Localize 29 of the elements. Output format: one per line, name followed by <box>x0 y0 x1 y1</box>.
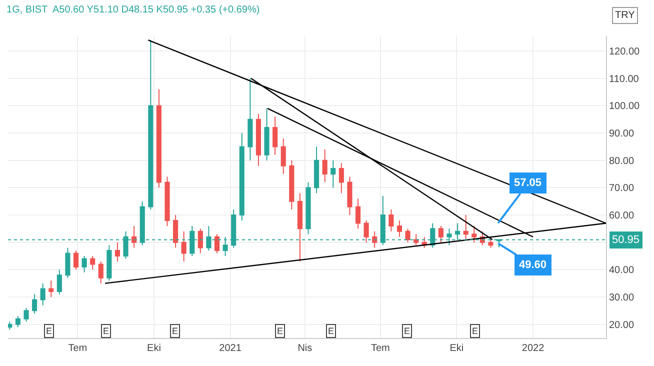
x-tick-label: Eki <box>147 343 161 354</box>
annotation: E <box>46 326 52 336</box>
x-tick-label: Tem <box>370 343 390 354</box>
annotation: 57.05 <box>514 177 542 189</box>
annotation: E <box>172 326 178 336</box>
x-tick-label: Eki <box>450 343 464 354</box>
annotation: 49.60 <box>519 259 547 271</box>
y-tick-label: 110.00 <box>609 74 640 85</box>
annotation: E <box>472 326 478 336</box>
chart-title: 1G, BIST A50.60 Y51.10 D48.15 K50.95 +0.35 (+0.69%) <box>6 4 260 16</box>
annotation: E <box>277 326 284 336</box>
y-tick-label: 60.00 <box>609 210 634 222</box>
y-tick-label: 30.00 <box>609 292 634 304</box>
y-tick-label: 20.00 <box>609 320 634 331</box>
x-tick-label: Nis <box>298 343 312 354</box>
y-tick-label: 40.00 <box>609 265 634 276</box>
text: TRY <box>615 10 636 21</box>
y-tick-label: 80.00 <box>609 156 634 167</box>
x-tick-label: 2021 <box>219 343 242 354</box>
annotation: E <box>103 326 110 336</box>
x-tick-label: Tem <box>68 343 88 354</box>
y-tick-label: 120.00 <box>609 46 640 58</box>
y-tick-label: 70.00 <box>609 183 634 194</box>
annotation: E <box>404 326 410 336</box>
y-tick-label: 90.00 <box>609 128 634 140</box>
x-tick-label: 2022 <box>522 343 545 354</box>
y-tick-label: 100.00 <box>609 101 640 112</box>
annotation: E <box>328 326 334 336</box>
ref-line-label: 50.95 <box>612 234 640 246</box>
